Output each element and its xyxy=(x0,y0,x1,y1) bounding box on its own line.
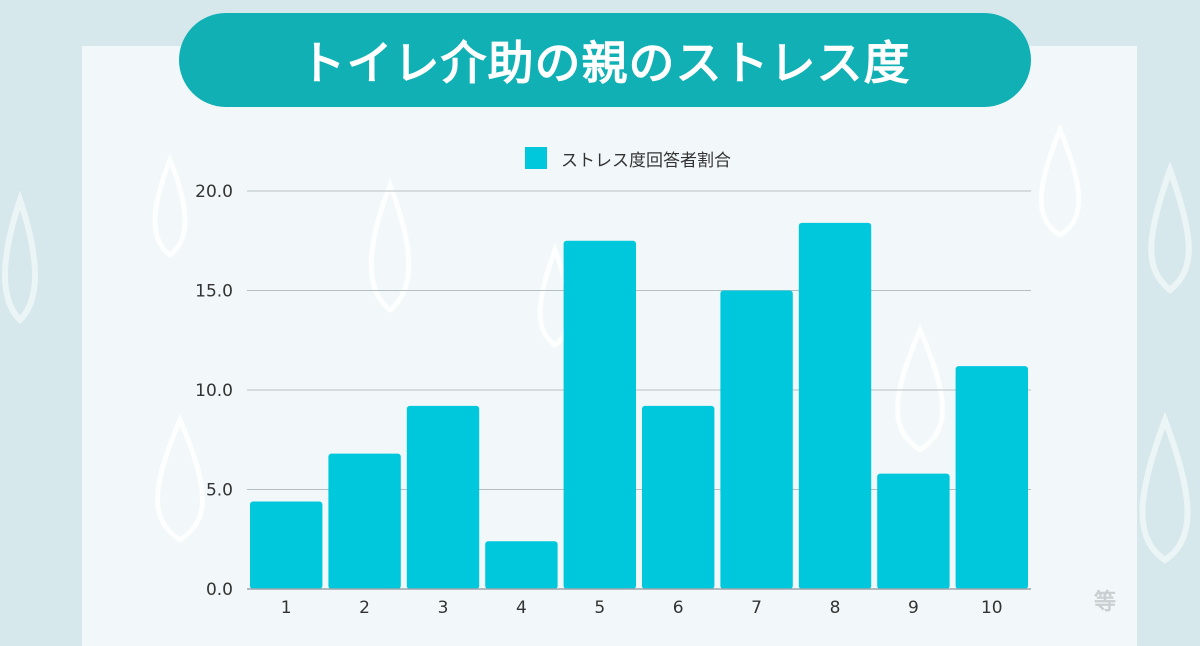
bar xyxy=(250,501,323,589)
y-tick-label: 20.0 xyxy=(195,182,233,202)
bar xyxy=(485,541,558,589)
bar xyxy=(642,405,715,589)
background-drops xyxy=(2,161,1192,564)
bar xyxy=(955,366,1028,589)
x-tick-label: 9 xyxy=(908,598,919,618)
watermark-text: 等 xyxy=(1094,590,1117,615)
y-tick-label: 15.0 xyxy=(195,282,233,302)
x-tick-label: 1 xyxy=(281,598,292,618)
x-tick-label: 4 xyxy=(516,598,527,618)
legend-swatch xyxy=(525,147,547,169)
legend-label: ストレス度回答者割合 xyxy=(561,150,731,171)
panel-drops xyxy=(152,123,1082,544)
bar xyxy=(877,473,950,589)
x-tick-label: 6 xyxy=(673,598,684,618)
y-tick-label: 10.0 xyxy=(195,381,233,401)
y-tick-label: 5.0 xyxy=(206,481,233,501)
bar xyxy=(720,290,793,589)
x-tick-label: 3 xyxy=(438,598,449,618)
title-banner: トイレ介助の親のストレス度 xyxy=(179,13,1031,107)
x-tick-label: 10 xyxy=(981,598,1003,618)
chart-title: トイレ介助の親のストレス度 xyxy=(299,36,911,90)
y-tick-label: 0.0 xyxy=(206,580,233,600)
chart-legend: ストレス度回答者割合 xyxy=(525,145,731,171)
x-tick-label: 5 xyxy=(594,598,605,618)
bar xyxy=(328,453,401,589)
bar-chart: 0.0 5.0 10.0 15.0 20.0 1 2 3 4 5 6 7 8 9 10 xyxy=(195,182,1031,618)
bar xyxy=(406,405,480,589)
bar xyxy=(563,240,636,589)
bar xyxy=(798,222,872,589)
x-tick-label: 8 xyxy=(830,598,841,618)
x-tick-label: 2 xyxy=(359,598,370,618)
x-tick-label: 7 xyxy=(751,598,762,618)
